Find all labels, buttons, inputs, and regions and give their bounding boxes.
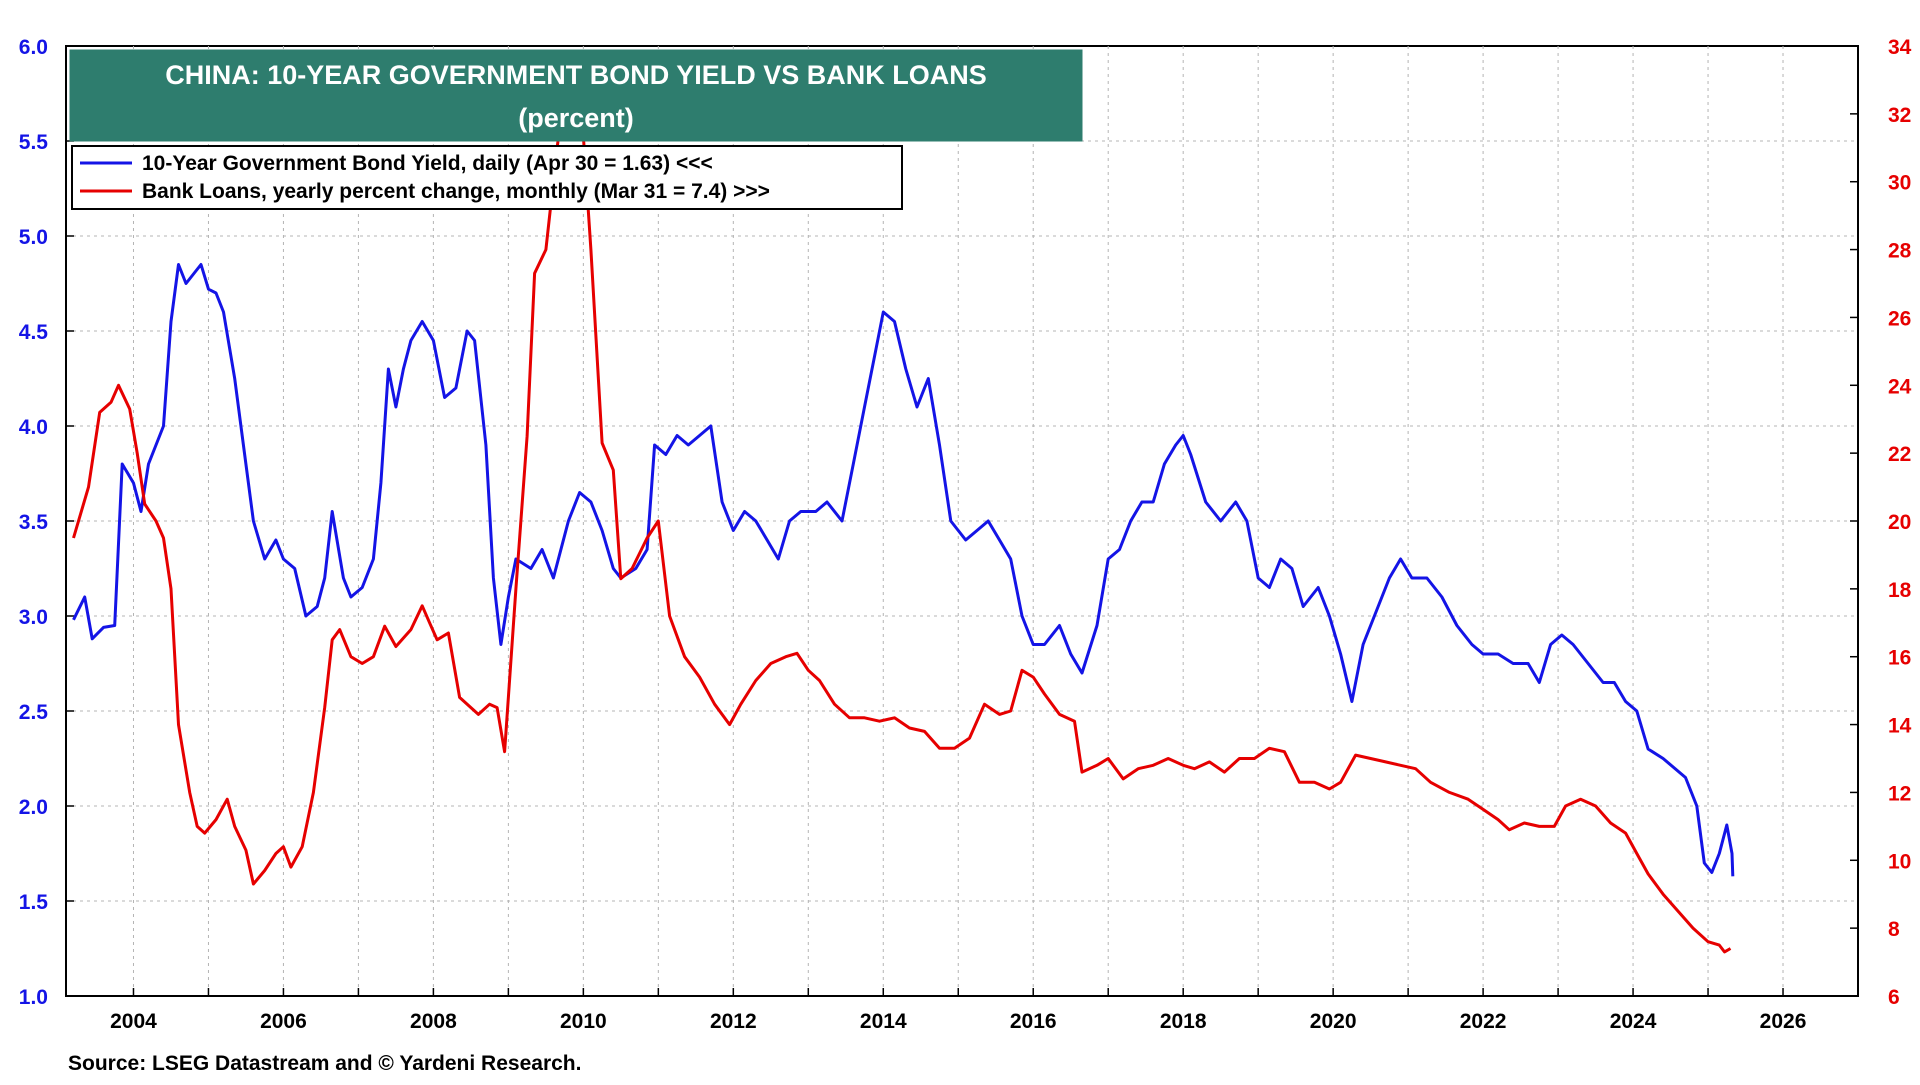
x-axis-tick-label: 2024 xyxy=(1610,1010,1657,1033)
series-layer xyxy=(72,61,1735,954)
series-line-bank-loans xyxy=(72,61,1732,954)
legend: 10-Year Government Bond Yield, daily (Ap… xyxy=(71,145,903,210)
right-axis-tick-label: 24 xyxy=(1888,375,1912,398)
legend-box xyxy=(71,145,903,210)
x-axis-tick-label: 2022 xyxy=(1460,1010,1507,1033)
right-axis-tick-label: 10 xyxy=(1888,850,1911,873)
x-axis-tick-label: 2018 xyxy=(1160,1010,1207,1033)
x-axis-tick-label: 2020 xyxy=(1310,1010,1357,1033)
x-axis-tick-label: 2014 xyxy=(860,1010,907,1033)
right-axis-tick-label: 6 xyxy=(1888,986,1900,1009)
source-note: Source: LSEG Datastream and © Yardeni Re… xyxy=(68,1052,581,1075)
right-axis-tick-label: 14 xyxy=(1888,715,1912,738)
x-axis-tick-label: 2012 xyxy=(710,1010,757,1033)
right-axis-tick-label: 28 xyxy=(1888,240,1912,263)
legend-label-bank-loans: Bank Loans, yearly percent change, month… xyxy=(142,180,770,203)
x-axis-tick-label: 2026 xyxy=(1760,1010,1807,1033)
right-axis-tick-label: 32 xyxy=(1888,104,1911,127)
left-axis-tick-label: 4.5 xyxy=(19,321,49,344)
left-axis-tick-label: 5.5 xyxy=(19,131,49,154)
right-axis-tick-label: 30 xyxy=(1888,172,1911,195)
right-axis-tick-label: 12 xyxy=(1888,782,1911,805)
x-axis-tick-label: 2006 xyxy=(260,1010,307,1033)
legend-label-bond-yield: 10-Year Government Bond Yield, daily (Ap… xyxy=(142,152,713,175)
x-axis-tick-label: 2004 xyxy=(110,1010,157,1033)
title-box: CHINA: 10-YEAR GOVERNMENT BOND YIELD VS … xyxy=(69,49,1083,142)
right-axis-tick-label: 18 xyxy=(1888,579,1912,602)
x-axis-tick-label: 2016 xyxy=(1010,1010,1057,1033)
right-axis-tick-label: 22 xyxy=(1888,443,1911,466)
left-axis-tick-label: 5.0 xyxy=(19,226,48,249)
series-line-bond-yield xyxy=(72,263,1735,877)
left-axis-tick-label: 3.0 xyxy=(19,606,48,629)
title-background xyxy=(69,49,1083,142)
chart-title: CHINA: 10-YEAR GOVERNMENT BOND YIELD VS … xyxy=(165,60,987,90)
chart-subtitle: (percent) xyxy=(518,103,634,133)
right-axis-tick-label: 34 xyxy=(1888,36,1912,59)
left-axis-tick-label: 1.5 xyxy=(19,891,49,914)
right-axis-tick-label: 16 xyxy=(1888,647,1911,670)
left-axis-tick-label: 2.5 xyxy=(19,701,49,724)
left-axis-tick-label: 2.0 xyxy=(19,796,48,819)
left-y-axis: 1.0 1.5 2.0 2.5 3.0 3.5 4.0 4.5 5.0 5.5 6.0 xyxy=(19,36,74,1009)
left-axis-tick-label: 6.0 xyxy=(19,36,48,59)
left-axis-tick-label: 3.5 xyxy=(19,511,49,534)
x-axis-tick-label: 2010 xyxy=(560,1010,607,1033)
x-axis-tick-label: 2008 xyxy=(410,1010,457,1033)
right-axis-tick-label: 26 xyxy=(1888,307,1911,330)
grid-lines xyxy=(66,46,1858,996)
left-axis-tick-label: 1.0 xyxy=(19,986,48,1009)
x-axis: 2004 2006 2008 2010 2012 2014 2016 2018 2020 2022… xyxy=(110,988,1806,1033)
right-axis-tick-label: 8 xyxy=(1888,918,1900,941)
right-axis-tick-label: 20 xyxy=(1888,511,1911,534)
left-axis-tick-label: 4.0 xyxy=(19,416,48,439)
right-y-axis: 6 8 10 12 14 16 18 20 22 24 26 28 30 32 34 xyxy=(1850,36,1912,1009)
